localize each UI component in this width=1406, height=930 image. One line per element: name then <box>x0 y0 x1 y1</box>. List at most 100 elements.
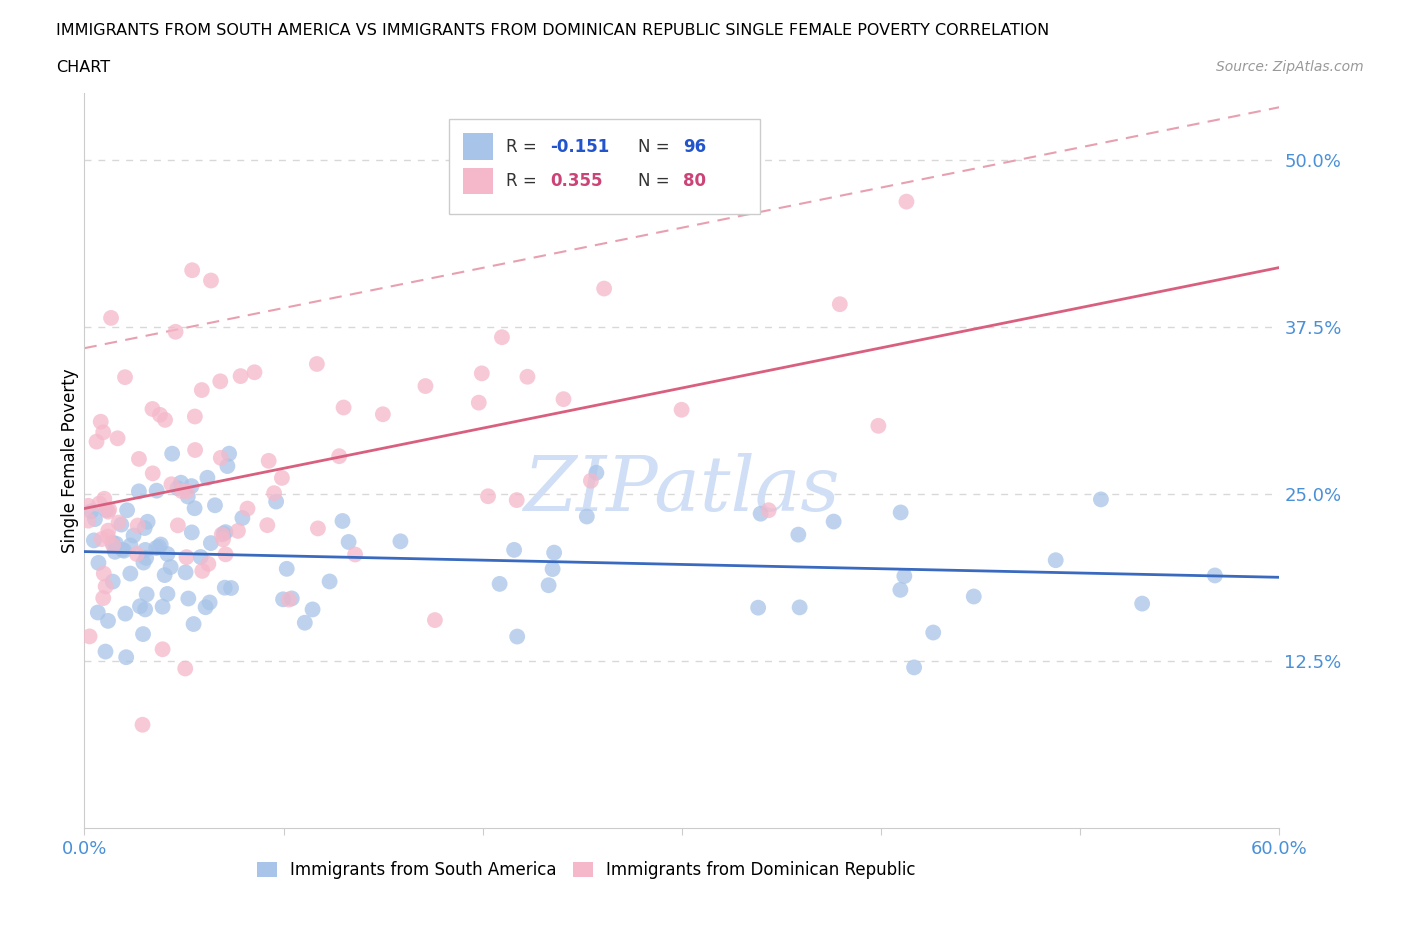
Point <box>537 578 560 592</box>
Point <box>212 532 235 547</box>
Point <box>903 660 925 675</box>
Point <box>136 514 159 529</box>
Point <box>219 580 242 595</box>
Point <box>115 503 138 518</box>
Point <box>209 374 232 389</box>
Point <box>194 600 217 615</box>
Point <box>104 537 127 551</box>
Point <box>217 458 239 473</box>
Point <box>477 489 499 504</box>
Point <box>94 644 117 659</box>
Point <box>257 454 280 469</box>
Point <box>145 540 167 555</box>
Point <box>553 392 575 406</box>
Point <box>110 517 132 532</box>
Point <box>318 574 340 589</box>
Point <box>77 498 100 513</box>
Point <box>332 400 354 415</box>
Point <box>122 528 145 543</box>
Point <box>128 484 150 498</box>
Point <box>1090 492 1112 507</box>
Point <box>160 446 183 461</box>
Point <box>184 443 207 458</box>
Point <box>889 582 911 597</box>
Point <box>127 518 149 533</box>
Point <box>141 402 163 417</box>
Text: R =: R = <box>506 172 543 190</box>
Point <box>165 325 187 339</box>
Point <box>214 580 236 595</box>
Point <box>107 515 129 530</box>
Point <box>153 567 176 582</box>
Point <box>156 587 179 602</box>
Point <box>305 356 328 371</box>
Point <box>134 602 156 617</box>
Point <box>256 518 278 533</box>
Point <box>747 600 769 615</box>
Point <box>516 369 538 384</box>
Point <box>156 547 179 562</box>
Point <box>195 471 218 485</box>
Point <box>80 504 103 519</box>
Text: IMMIGRANTS FROM SOUTH AMERICA VS IMMIGRANTS FROM DOMINICAN REPUBLIC SINGLE FEMAL: IMMIGRANTS FROM SOUTH AMERICA VS IMMIGRA… <box>56 23 1049 38</box>
Point <box>96 502 118 517</box>
FancyBboxPatch shape <box>463 133 494 160</box>
Point <box>890 505 912 520</box>
Point <box>149 537 172 551</box>
Point <box>128 451 150 466</box>
Point <box>893 568 915 583</box>
Point <box>543 545 565 560</box>
Point <box>226 524 249 538</box>
Point <box>209 450 232 465</box>
Text: N =: N = <box>638 172 675 190</box>
Legend: Immigrants from South America, Immigrants from Dominican Republic: Immigrants from South America, Immigrant… <box>250 854 922 885</box>
Point <box>229 368 252 383</box>
Point <box>214 525 236 539</box>
Point <box>77 513 100 528</box>
Point <box>277 592 299 607</box>
Point <box>468 395 491 410</box>
Point <box>200 273 222 288</box>
Point <box>183 501 205 516</box>
Point <box>90 414 112 429</box>
Point <box>389 534 412 549</box>
Y-axis label: Single Female Poverty: Single Female Poverty <box>60 368 79 552</box>
Point <box>236 501 259 516</box>
Point <box>174 565 197 579</box>
Point <box>97 614 120 629</box>
Point <box>166 481 188 496</box>
Point <box>87 605 110 620</box>
Point <box>101 536 124 551</box>
Point <box>491 330 513 345</box>
Point <box>243 365 266 379</box>
Point <box>145 484 167 498</box>
Point <box>167 518 190 533</box>
Point <box>423 613 446 628</box>
Point <box>149 407 172 422</box>
Point <box>125 547 148 562</box>
Point <box>197 556 219 571</box>
Point <box>263 485 285 500</box>
Point <box>271 591 294 606</box>
Point <box>191 564 214 578</box>
Point <box>307 521 329 536</box>
Point <box>120 566 142 581</box>
Point <box>506 629 529 644</box>
Point <box>132 555 155 570</box>
Text: CHART: CHART <box>56 60 110 75</box>
Point <box>90 532 112 547</box>
Point <box>84 512 107 526</box>
Point <box>107 431 129 445</box>
Point <box>276 562 298 577</box>
Text: -0.151: -0.151 <box>551 138 610 155</box>
Point <box>134 542 156 557</box>
Point <box>176 550 198 565</box>
Point <box>86 434 108 449</box>
Point <box>231 511 253 525</box>
Point <box>749 506 772 521</box>
Point <box>828 297 851 312</box>
Point <box>1045 552 1067 567</box>
Point <box>896 194 918 209</box>
Text: 80: 80 <box>683 172 706 190</box>
Point <box>332 513 354 528</box>
